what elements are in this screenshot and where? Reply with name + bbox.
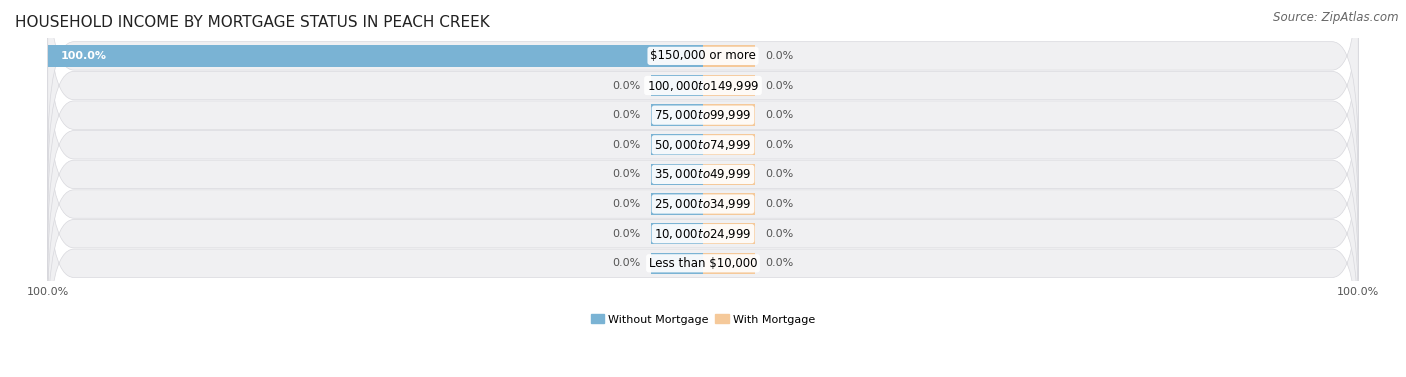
- Text: 0.0%: 0.0%: [765, 110, 793, 120]
- Legend: Without Mortgage, With Mortgage: Without Mortgage, With Mortgage: [586, 310, 820, 329]
- Bar: [651, 134, 703, 155]
- Text: $35,000 to $49,999: $35,000 to $49,999: [654, 167, 752, 181]
- Text: 0.0%: 0.0%: [765, 81, 793, 90]
- FancyBboxPatch shape: [48, 100, 1358, 308]
- Bar: [651, 164, 703, 185]
- Text: 0.0%: 0.0%: [765, 140, 793, 150]
- Bar: [703, 104, 755, 126]
- Text: 100.0%: 100.0%: [60, 51, 107, 61]
- Text: $100,000 to $149,999: $100,000 to $149,999: [647, 78, 759, 92]
- Text: 0.0%: 0.0%: [613, 81, 641, 90]
- FancyBboxPatch shape: [48, 11, 1358, 219]
- Text: $75,000 to $99,999: $75,000 to $99,999: [654, 108, 752, 122]
- Bar: [651, 75, 703, 96]
- Text: Source: ZipAtlas.com: Source: ZipAtlas.com: [1274, 11, 1399, 24]
- Text: 0.0%: 0.0%: [613, 110, 641, 120]
- FancyBboxPatch shape: [48, 0, 1358, 160]
- Text: 0.0%: 0.0%: [613, 199, 641, 209]
- Text: $150,000 or more: $150,000 or more: [650, 49, 756, 62]
- Bar: [703, 75, 755, 96]
- FancyBboxPatch shape: [48, 159, 1358, 368]
- FancyBboxPatch shape: [48, 0, 1358, 190]
- Text: 0.0%: 0.0%: [613, 258, 641, 268]
- Text: 0.0%: 0.0%: [765, 258, 793, 268]
- Bar: [651, 193, 703, 215]
- Text: $10,000 to $24,999: $10,000 to $24,999: [654, 227, 752, 241]
- Text: 0.0%: 0.0%: [765, 51, 793, 61]
- Text: Less than $10,000: Less than $10,000: [648, 257, 758, 270]
- Bar: [651, 104, 703, 126]
- Bar: [703, 134, 755, 155]
- Bar: [651, 223, 703, 244]
- Text: 0.0%: 0.0%: [613, 229, 641, 239]
- Bar: [651, 253, 703, 274]
- Bar: [703, 223, 755, 244]
- Text: 0.0%: 0.0%: [613, 140, 641, 150]
- Bar: [703, 164, 755, 185]
- Text: 0.0%: 0.0%: [613, 169, 641, 179]
- Bar: [703, 193, 755, 215]
- Text: 0.0%: 0.0%: [765, 229, 793, 239]
- Text: HOUSEHOLD INCOME BY MORTGAGE STATUS IN PEACH CREEK: HOUSEHOLD INCOME BY MORTGAGE STATUS IN P…: [15, 15, 489, 30]
- FancyBboxPatch shape: [48, 129, 1358, 338]
- FancyBboxPatch shape: [48, 40, 1358, 249]
- FancyBboxPatch shape: [48, 70, 1358, 279]
- Text: 0.0%: 0.0%: [765, 169, 793, 179]
- Bar: [703, 253, 755, 274]
- Text: $50,000 to $74,999: $50,000 to $74,999: [654, 138, 752, 152]
- Bar: [48, 45, 703, 67]
- Text: 0.0%: 0.0%: [765, 199, 793, 209]
- Bar: [703, 45, 755, 67]
- Text: $25,000 to $34,999: $25,000 to $34,999: [654, 197, 752, 211]
